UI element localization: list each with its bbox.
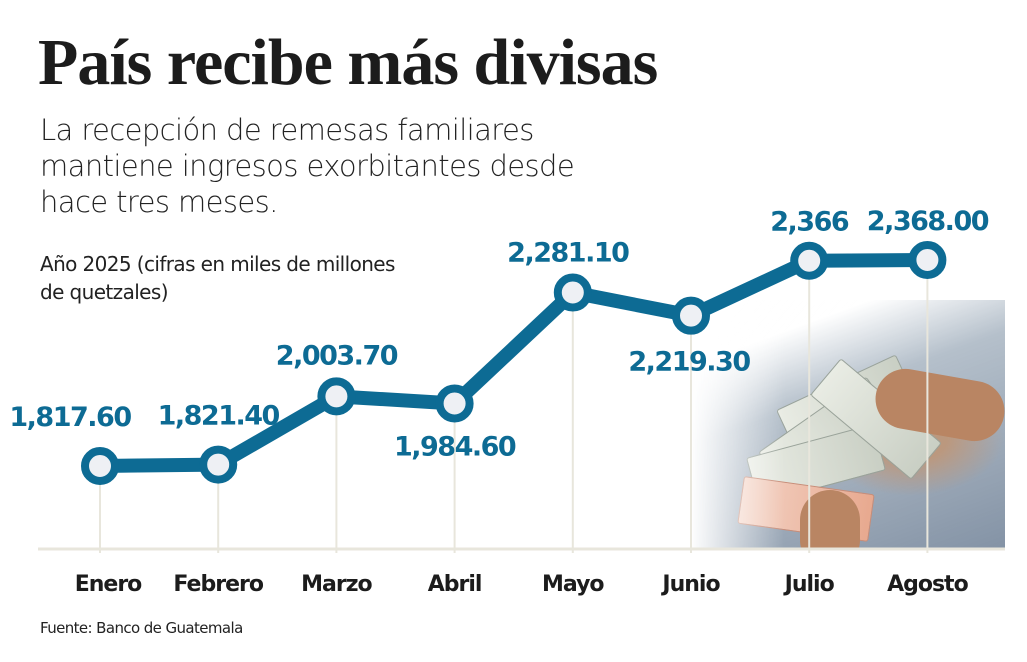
data-label: 2,003.70 <box>276 340 398 371</box>
source-note: Fuente: Banco de Guatemala <box>40 619 243 637</box>
data-label: 1,821.40 <box>158 401 280 432</box>
data-label: 2,368.00 <box>867 206 989 237</box>
data-label: 1,817.60 <box>9 402 131 433</box>
data-point <box>790 241 829 280</box>
data-point <box>81 447 119 485</box>
x-tick-label: Agosto <box>887 572 969 597</box>
x-tick-label: Julio <box>783 572 835 597</box>
data-point <box>672 296 710 335</box>
units-note: Año 2025 (cifras en miles de millones de… <box>40 252 395 304</box>
x-tick-label: Mayo <box>542 572 604 597</box>
data-label: 2,219.30 <box>628 347 750 378</box>
x-tick-label: Enero <box>75 572 142 597</box>
x-tick-label: Febrero <box>173 572 263 597</box>
data-point <box>908 241 947 279</box>
chart-title: País recibe más divisas <box>38 26 658 99</box>
chart-subtitle: La recepción de remesas familiares manti… <box>40 113 575 219</box>
x-tick-label: Marzo <box>301 572 372 597</box>
data-label: 2,366 <box>770 207 849 238</box>
x-tick-label: Abril <box>428 572 482 597</box>
data-label: 2,281.10 <box>507 238 629 269</box>
data-point <box>435 384 474 423</box>
data-label: 1,984.60 <box>394 431 516 462</box>
x-tick-label: Junio <box>660 572 720 597</box>
series-line <box>93 253 935 473</box>
data-point <box>553 273 592 312</box>
data-point <box>199 445 238 484</box>
data-point <box>317 377 356 416</box>
